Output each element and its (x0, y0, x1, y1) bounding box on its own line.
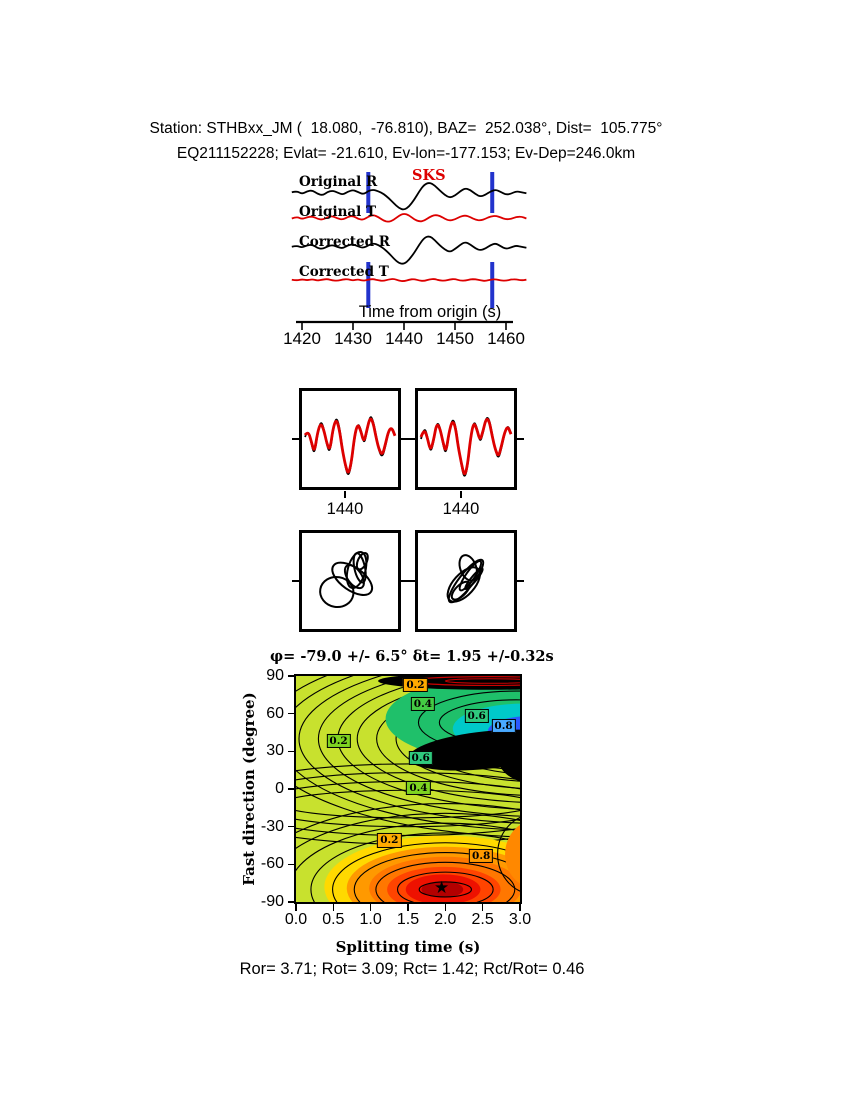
panel-tick-label: 1440 (326, 500, 364, 518)
misfit-x-tick-label: 1.5 (396, 911, 420, 928)
misfit-x-tick-label: 0.5 (322, 911, 345, 928)
trace-label-corrected-r: Corrected R (299, 234, 390, 250)
windowed-waveform-plot-right (415, 388, 517, 490)
misfit-y-tick-label: -60 (260, 855, 284, 873)
contour-level-label: 0.4 (410, 696, 436, 711)
misfit-y-tick-label: 0 (275, 780, 284, 797)
windowed-waveform-plot-left (299, 388, 401, 490)
time-axis-label: Time from origin (s) (358, 303, 502, 321)
misfit-y-tick-label: 60 (266, 704, 284, 722)
phase-label-sks: SKS (412, 167, 446, 184)
misfit-y-tick (288, 825, 295, 828)
panel-frame-tick (408, 438, 415, 440)
misfit-y-tick (288, 901, 295, 903)
misfit-x-tick-label: 3.0 (508, 911, 532, 928)
misfit-y-tick (288, 675, 295, 677)
misfit-y-tick (288, 863, 295, 866)
misfit-y-tick (288, 712, 295, 715)
time-axis-tick-label: 1420 (283, 329, 321, 348)
contour-level-label: 0.6 (464, 709, 489, 724)
misfit-x-tick (407, 904, 409, 911)
contour-level-label: 0.2 (326, 734, 351, 749)
misfit-title: φ= -79.0 +/- 6.5° δt= 1.95 +/-0.32s (270, 648, 554, 665)
trace-label-original-r: Original R (299, 174, 378, 190)
panel-frame-tick (401, 438, 408, 440)
time-axis-tick-label: 1460 (487, 329, 525, 348)
trace-label-corrected-t: Corrected T (299, 264, 389, 280)
panel-frame-tick (408, 580, 415, 582)
particle-motion-plot-original (299, 530, 401, 632)
waveform-plot (291, 172, 527, 330)
misfit-y-tick (288, 750, 295, 753)
misfit-x-tick-label: 2.5 (471, 911, 494, 928)
misfit-x-tick (444, 904, 447, 911)
panel-frame-tick (517, 580, 524, 582)
contour-level-label: 0.2 (403, 677, 428, 692)
misfit-x-axis-title: Splitting time (s) (335, 938, 481, 956)
time-axis-tick-label: 1450 (436, 329, 474, 348)
contour-level-label: 0.8 (491, 719, 516, 734)
misfit-x-tick (369, 904, 372, 911)
misfit-x-tick (295, 904, 297, 911)
best-fit-star-marker: ★ (433, 878, 450, 898)
misfit-y-tick-label: -30 (260, 817, 284, 835)
particle-motion-plot-corrected (415, 530, 517, 632)
panel-tick (344, 491, 346, 498)
station-header: Station: STHBxx_JM ( 18.080, -76.810), B… (149, 120, 663, 137)
panel-tick-label: 1440 (442, 500, 480, 518)
misfit-x-tick-label: 0.0 (284, 911, 308, 928)
panel-frame-tick (292, 438, 299, 440)
panel-frame-tick (292, 580, 299, 582)
event-header: EQ211152228; Evlat= -21.610, Ev-lon=-177… (176, 145, 636, 162)
misfit-y-tick-label: 90 (266, 667, 284, 684)
misfit-x-tick (481, 904, 484, 911)
misfit-y-tick-label: 30 (266, 742, 284, 760)
time-axis-tick-label: 1440 (385, 329, 423, 348)
contour-level-label: 0.2 (377, 833, 402, 848)
misfit-x-tick-label: 1.0 (359, 911, 382, 928)
contour-level-label: 0.6 (408, 750, 433, 765)
panel-frame-tick (401, 580, 408, 582)
result-summary: Ror= 3.71; Rot= 3.09; Rct= 1.42; Rct/Rot… (239, 960, 585, 978)
time-axis-tick-label: 1430 (334, 329, 372, 348)
misfit-y-tick (288, 788, 295, 790)
panel-frame-tick (517, 438, 524, 440)
trace-label-original-t: Original T (299, 204, 377, 220)
contour-level-label: 0.4 (406, 780, 431, 795)
misfit-x-tick (519, 904, 521, 911)
panel-tick (460, 491, 462, 498)
misfit-y-tick-label: -90 (260, 893, 284, 910)
misfit-x-tick (332, 904, 335, 911)
contour-level-label: 0.8 (469, 848, 494, 863)
misfit-x-tick-label: 2.0 (434, 911, 457, 928)
